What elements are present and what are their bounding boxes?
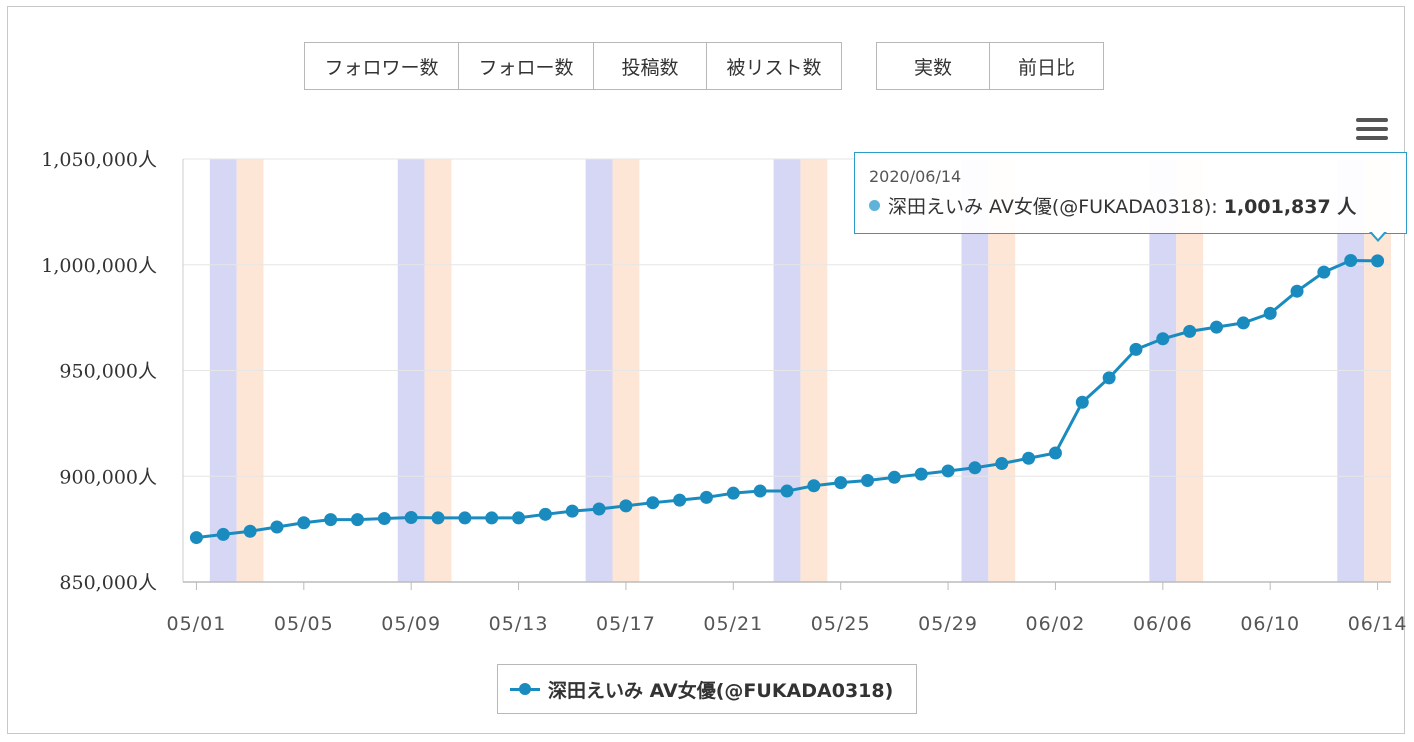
data-point	[297, 516, 311, 530]
legend-item[interactable]: 深田えいみ AV女優(@FUKADA0318)	[497, 664, 917, 714]
data-point	[1129, 342, 1143, 356]
data-point	[1317, 265, 1331, 279]
series-line	[189, 254, 1385, 545]
mode-toggle-group: 実数 前日比	[876, 42, 1104, 90]
listed-button[interactable]: 被リスト数	[707, 43, 841, 89]
actual-value-button[interactable]: 実数	[877, 43, 990, 89]
data-point	[1210, 320, 1224, 334]
tooltip-value: 1,001,837 人	[1223, 196, 1357, 218]
following-button[interactable]: フォロー数	[459, 43, 594, 89]
x-tick-label: 06/10	[1240, 613, 1300, 635]
x-tick-label: 05/17	[596, 613, 656, 635]
data-point	[699, 490, 713, 504]
data-point	[941, 464, 955, 478]
data-point	[350, 513, 364, 527]
x-tick-label: 06/06	[1133, 613, 1193, 635]
data-point	[1263, 306, 1277, 320]
data-point	[512, 511, 526, 525]
data-point	[1102, 371, 1116, 385]
legend-line-marker-icon	[510, 682, 540, 696]
metric-toggle-group: フォロワー数 フォロー数 投稿数 被リスト数	[304, 42, 842, 90]
tooltip-date: 2020/06/14	[869, 167, 962, 186]
y-tick-label: 900,000人	[59, 466, 157, 488]
data-point	[324, 513, 338, 527]
data-point	[1156, 332, 1170, 346]
posts-button[interactable]: 投稿数	[594, 43, 707, 89]
data-point	[914, 467, 928, 481]
data-point	[1048, 446, 1062, 460]
data-point	[1290, 284, 1304, 298]
y-tick-label: 1,050,000人	[41, 149, 157, 171]
y-tick-label: 1,000,000人	[41, 255, 157, 277]
tooltip-row: 深田えいみ AV女優(@FUKADA0318): 1,001,837 人	[869, 192, 1392, 219]
data-point	[458, 511, 472, 525]
data-point	[404, 510, 418, 524]
data-point	[189, 531, 203, 545]
y-tick-label: 850,000人	[59, 572, 157, 594]
x-tick-label: 05/05	[274, 613, 334, 635]
data-point	[807, 479, 821, 493]
x-tick-label: 06/02	[1026, 613, 1086, 635]
legend-label: 深田えいみ AV女優(@FUKADA0318)	[548, 679, 894, 702]
data-point	[646, 496, 660, 510]
data-point	[538, 507, 552, 521]
x-tick-label: 05/29	[918, 613, 978, 635]
tooltip-separator: :	[1211, 196, 1218, 218]
data-point	[431, 511, 445, 525]
data-point	[1022, 451, 1036, 465]
data-point	[887, 470, 901, 484]
data-tooltip: 2020/06/14 深田えいみ AV女優(@FUKADA0318): 1,00…	[854, 152, 1407, 234]
x-tick-label: 06/14	[1348, 613, 1408, 635]
data-point	[726, 486, 740, 500]
data-point	[619, 499, 633, 513]
followers-button[interactable]: フォロワー数	[305, 43, 459, 89]
data-point	[216, 527, 230, 541]
data-point	[1371, 254, 1385, 268]
data-point	[243, 524, 257, 538]
x-tick-label: 05/25	[811, 613, 871, 635]
tooltip-series-name: 深田えいみ AV女優(@FUKADA0318)	[888, 196, 1212, 218]
day-over-day-button[interactable]: 前日比	[990, 43, 1103, 89]
data-point	[592, 502, 606, 516]
data-point	[1236, 316, 1250, 330]
hamburger-menu-icon[interactable]	[1356, 118, 1388, 144]
x-axis: 05/01 05/05 05/09 05/13 05/17 05/21 05/25 05/29…	[167, 581, 1408, 635]
data-point	[673, 493, 687, 507]
data-point	[377, 512, 391, 526]
data-point	[1344, 254, 1358, 268]
series-dot-icon	[869, 200, 880, 211]
data-point	[1183, 324, 1197, 338]
x-tick-label: 05/09	[381, 613, 441, 635]
data-point	[485, 511, 499, 525]
x-tick-label: 05/01	[167, 613, 227, 635]
data-point	[995, 457, 1009, 471]
data-point	[834, 476, 848, 490]
data-point	[861, 473, 875, 487]
y-axis: 850,000人 900,000人 950,000人 1,000,000人 1,050,…	[41, 149, 184, 594]
data-point	[780, 484, 794, 498]
data-point	[1075, 395, 1089, 409]
x-tick-label: 05/21	[703, 613, 763, 635]
data-point	[753, 484, 767, 498]
tooltip-arrow-fill	[1371, 231, 1385, 239]
data-point	[968, 461, 982, 475]
y-tick-label: 950,000人	[59, 361, 157, 383]
data-point	[270, 520, 284, 534]
x-tick-label: 05/13	[489, 613, 549, 635]
data-point	[565, 504, 579, 518]
